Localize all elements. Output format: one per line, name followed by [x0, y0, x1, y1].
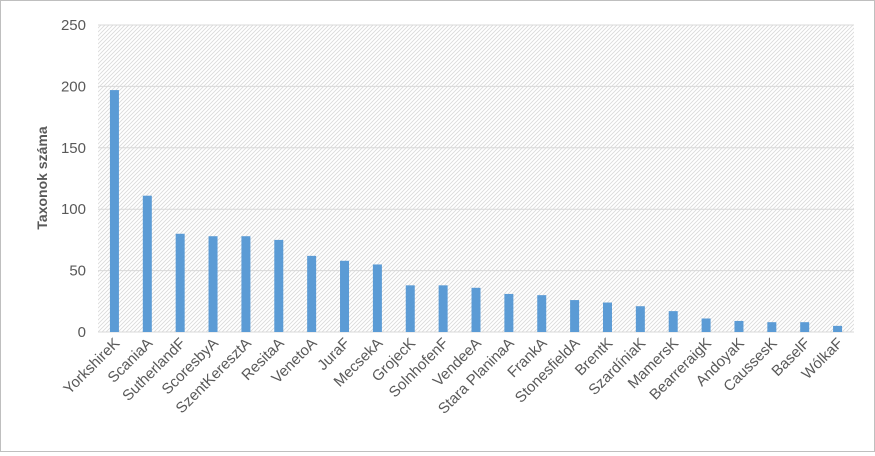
bar	[307, 255, 317, 332]
bar	[438, 285, 448, 332]
bar	[504, 293, 514, 332]
bar	[767, 322, 777, 332]
bar	[175, 233, 185, 332]
plot-area-background	[98, 25, 854, 332]
bar	[372, 264, 382, 332]
bars	[109, 90, 843, 332]
bar	[668, 311, 678, 332]
bar	[570, 300, 580, 332]
y-tick-label: 200	[61, 78, 86, 95]
y-tick-label: 0	[78, 324, 86, 341]
y-axis-tick-labels: 0 50 100 150 200 250	[61, 17, 86, 341]
bar	[142, 195, 152, 332]
bar	[471, 287, 481, 332]
bar	[109, 90, 119, 332]
y-tick-label: 50	[69, 263, 86, 280]
bar	[833, 325, 843, 332]
bar	[405, 285, 415, 332]
bar	[800, 322, 810, 332]
bar	[701, 318, 711, 332]
bar	[340, 260, 350, 332]
bar	[208, 236, 218, 332]
bar	[274, 239, 284, 332]
bar	[635, 306, 645, 332]
y-tick-label: 100	[61, 201, 86, 218]
bar	[537, 295, 547, 332]
bar	[734, 320, 744, 332]
y-tick-label: 250	[61, 17, 86, 34]
x-axis-tick-labels: YorkshireKScaniaASutherlandFScoresbyASze…	[60, 335, 846, 418]
y-tick-label: 150	[61, 140, 86, 157]
bar	[602, 302, 612, 332]
bar	[241, 236, 251, 332]
gridlines	[98, 24, 854, 333]
y-axis-title: Taxonok száma	[34, 126, 50, 229]
